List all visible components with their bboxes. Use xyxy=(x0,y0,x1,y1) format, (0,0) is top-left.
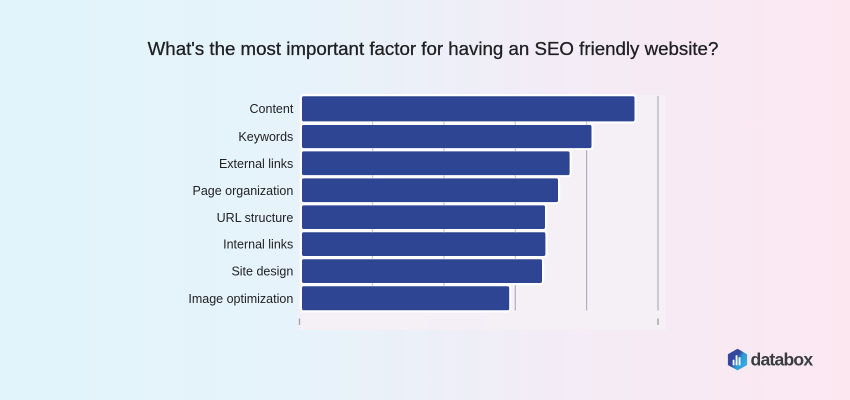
svg-text:Content: Content xyxy=(250,102,294,116)
svg-text:URL structure: URL structure xyxy=(217,211,294,225)
svg-text:Image optimization: Image optimization xyxy=(188,292,293,306)
svg-text:Internal links: Internal links xyxy=(223,238,293,252)
svg-text:Site design: Site design xyxy=(231,265,293,279)
svg-text:Keywords: Keywords xyxy=(238,130,293,144)
svg-text:Page organization: Page organization xyxy=(193,184,294,198)
svg-text:External links: External links xyxy=(219,157,293,171)
svg-text:databox: databox xyxy=(751,349,814,369)
